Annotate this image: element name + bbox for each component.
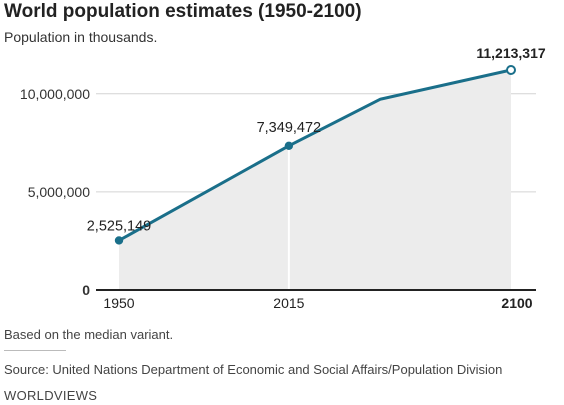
x-axis-ticks: 1950 2015 2100	[103, 295, 532, 311]
x-tick-label-1950: 1950	[103, 295, 134, 311]
chart-title: World population estimates (1950-2100)	[4, 1, 362, 22]
footer-divider	[4, 350, 66, 351]
data-point-2015	[284, 141, 294, 151]
y-tick-label-1: 5,000,000	[28, 184, 90, 200]
y-axis-ticks: 0 5,000,000 10,000,000	[20, 86, 90, 298]
data-points	[114, 65, 516, 245]
area-fill	[119, 70, 511, 290]
footnote: Based on the median variant.	[4, 327, 174, 342]
brand-label: WORLDVIEWS	[4, 388, 98, 403]
data-label-2015: 7,349,472	[257, 120, 322, 136]
data-point-1950	[114, 236, 124, 245]
data-label-1950: 2,525,149	[87, 218, 152, 234]
y-tick-label-0: 0	[82, 282, 90, 298]
chart-subtitle: Population in thousands.	[4, 29, 158, 45]
x-tick-label-2100: 2100	[501, 295, 532, 311]
y-tick-label-2: 10,000,000	[20, 86, 90, 102]
series-line	[118, 68, 512, 242]
source-note: Source: United Nations Department of Eco…	[4, 362, 503, 377]
data-labels: 2,525,149 7,349,472 11,213,317	[87, 45, 546, 234]
x-tick-label-2015: 2015	[273, 295, 304, 311]
population-chart: 0 5,000,000 10,000,000 1950 2015 2100 2,525,…	[20, 45, 546, 311]
data-point-2100	[506, 65, 516, 75]
data-label-2100: 11,213,317	[476, 45, 546, 61]
